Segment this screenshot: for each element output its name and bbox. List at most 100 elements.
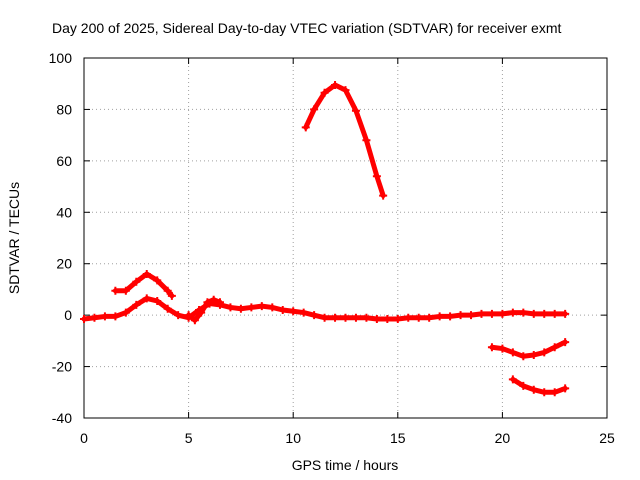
data-series [80, 81, 570, 397]
data-point [508, 375, 517, 384]
data-point [310, 105, 319, 114]
data-point [372, 172, 381, 181]
data-point [435, 312, 444, 321]
y-tick-label: 0 [64, 307, 72, 323]
data-point [163, 286, 172, 295]
data-point [372, 315, 381, 323]
data-point [446, 312, 455, 321]
data-point [561, 338, 570, 347]
data-point [351, 313, 360, 322]
data-point [341, 313, 350, 322]
data-point [508, 348, 517, 357]
data-point [331, 81, 340, 89]
data-point [550, 343, 559, 352]
data-point [362, 136, 371, 145]
data-point [215, 298, 224, 307]
data-point [289, 307, 298, 316]
data-point [540, 348, 549, 357]
data-point [111, 286, 120, 295]
y-tick-label: 40 [56, 204, 72, 220]
series-arc-early-peak [111, 270, 176, 300]
data-point [404, 313, 413, 322]
x-tick-label: 15 [390, 430, 406, 446]
data-point [132, 300, 141, 309]
data-point [540, 388, 549, 397]
data-point [100, 312, 109, 321]
data-point [540, 309, 549, 318]
x-tick-label: 20 [495, 430, 511, 446]
data-point [519, 352, 528, 361]
data-point [498, 309, 507, 318]
data-point [268, 303, 277, 312]
data-point [236, 304, 245, 313]
x-tick-label: 10 [285, 430, 301, 446]
data-point [299, 308, 308, 317]
x-tick-label: 0 [80, 430, 88, 446]
y-axis-label: SDTVAR / TECUs [6, 182, 22, 294]
series-arc-negative-1 [487, 338, 570, 361]
data-point [362, 313, 371, 322]
data-point [561, 309, 570, 318]
x-axis-label: GPS time / hours [292, 457, 399, 473]
data-point [508, 308, 517, 317]
data-point [190, 316, 199, 325]
series-line [112, 271, 175, 299]
data-point [519, 381, 528, 390]
data-point [529, 351, 538, 359]
data-point [498, 344, 507, 353]
data-point [174, 311, 183, 320]
data-point [456, 311, 465, 320]
plot-frame [83, 57, 608, 419]
data-point [331, 313, 340, 322]
data-point [550, 309, 559, 318]
data-point [379, 191, 388, 200]
data-point [477, 309, 486, 318]
data-point [351, 106, 360, 115]
data-point [90, 313, 99, 322]
data-point [111, 312, 120, 321]
series-arc-main [80, 294, 570, 323]
data-point [203, 298, 212, 307]
data-point [414, 313, 423, 322]
data-point [341, 86, 350, 95]
data-point [197, 308, 206, 317]
data-point [132, 277, 141, 286]
data-point [142, 270, 151, 278]
x-tick-label: 5 [185, 430, 193, 446]
data-point [121, 308, 130, 317]
data-point [383, 315, 392, 323]
x-tick-label: 25 [599, 430, 615, 446]
data-point [142, 294, 151, 303]
data-point [247, 303, 256, 312]
y-tick-label: -20 [52, 359, 72, 375]
series-arc-dip [184, 295, 224, 325]
chart-title: Day 200 of 2025, Sidereal Day-to-day VTE… [52, 20, 561, 36]
data-point [209, 295, 218, 304]
data-point [467, 311, 476, 320]
data-point [153, 276, 162, 285]
data-point [226, 303, 235, 312]
y-tick-label: 20 [56, 256, 72, 272]
data-point [310, 311, 319, 320]
data-point [153, 297, 162, 305]
series-line [303, 82, 386, 199]
data-point [529, 309, 538, 318]
data-point [320, 88, 329, 97]
data-point [167, 291, 176, 300]
series-arc-high-peak [301, 81, 388, 200]
axis-ticks: 0 5 10 15 20 25 -40 -20 0 20 40 60 80 100 [49, 50, 615, 446]
data-point [184, 311, 193, 320]
grid [84, 58, 607, 418]
y-tick-label: -40 [52, 410, 72, 426]
data-point [301, 123, 310, 132]
data-point [550, 388, 559, 397]
y-tick-label: 80 [56, 101, 72, 117]
data-point [487, 343, 496, 352]
series-arc-negative-2 [508, 375, 570, 397]
data-point [425, 313, 434, 322]
data-point [121, 286, 130, 295]
data-point [163, 304, 172, 313]
data-point [278, 306, 287, 314]
y-tick-label: 100 [49, 50, 73, 66]
